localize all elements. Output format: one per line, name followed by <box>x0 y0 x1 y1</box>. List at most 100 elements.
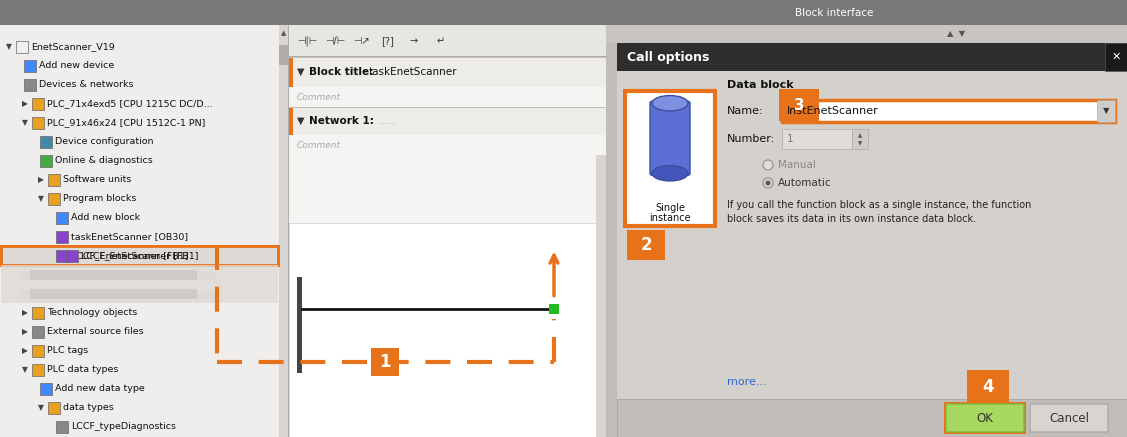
Bar <box>0 0 1127 25</box>
Bar <box>279 25 289 437</box>
Bar <box>289 56 606 57</box>
Text: ▼: ▼ <box>23 118 28 127</box>
Circle shape <box>763 178 773 188</box>
Text: Network 1:: Network 1: <box>309 116 374 126</box>
Bar <box>371 348 399 376</box>
Bar <box>289 87 606 107</box>
Bar <box>289 107 293 135</box>
Text: ▼: ▼ <box>298 67 304 77</box>
Bar <box>616 43 1127 71</box>
Text: ▼: ▼ <box>1102 107 1109 115</box>
Text: Call options: Call options <box>627 51 709 63</box>
Text: If you call the function block as a single instance, the function: If you call the function block as a sing… <box>727 200 1031 210</box>
Bar <box>289 57 293 87</box>
Bar <box>48 193 60 205</box>
Bar <box>32 344 44 357</box>
Bar <box>279 45 289 65</box>
Text: ▶: ▶ <box>23 99 28 108</box>
Text: Program blocks: Program blocks <box>63 194 136 203</box>
Text: taskEnetScanner [OB30]: taskEnetScanner [OB30] <box>71 232 188 241</box>
Text: ▼: ▼ <box>23 365 28 374</box>
Text: InstEnetScanner: InstEnetScanner <box>787 106 879 116</box>
Bar <box>782 100 1115 122</box>
Bar <box>56 420 68 433</box>
Bar <box>16 41 28 52</box>
Text: External source files: External source files <box>47 327 143 336</box>
Circle shape <box>763 160 773 170</box>
Text: PLC data types: PLC data types <box>47 365 118 374</box>
Circle shape <box>765 180 771 185</box>
Bar <box>627 230 665 260</box>
Text: more...: more... <box>727 377 766 387</box>
Text: taskEnetScanner: taskEnetScanner <box>369 67 458 77</box>
Bar <box>625 91 715 226</box>
Bar <box>32 97 44 110</box>
Bar <box>782 129 852 149</box>
Text: Name:: Name: <box>727 106 764 116</box>
FancyBboxPatch shape <box>1030 404 1108 432</box>
Bar <box>289 25 606 57</box>
Ellipse shape <box>653 166 687 181</box>
Text: Devices & networks: Devices & networks <box>39 80 133 89</box>
Bar <box>56 230 68 243</box>
Bar <box>39 155 52 166</box>
Bar <box>0 25 279 437</box>
Bar <box>289 57 606 58</box>
Bar <box>298 277 302 373</box>
Bar <box>20 271 215 280</box>
Bar <box>24 59 36 72</box>
Bar <box>1 246 278 265</box>
Bar <box>66 250 78 261</box>
Bar <box>289 223 596 437</box>
Bar <box>1 246 278 265</box>
Text: Automatic: Automatic <box>778 178 832 188</box>
Text: ↵: ↵ <box>437 36 445 46</box>
Text: ⊣/⊢: ⊣/⊢ <box>325 36 345 46</box>
Text: Single: Single <box>655 203 685 213</box>
Bar <box>32 364 44 375</box>
Text: Manual: Manual <box>778 160 816 170</box>
Text: Add new data type: Add new data type <box>55 384 144 393</box>
Text: ▼: ▼ <box>6 42 12 51</box>
Ellipse shape <box>653 96 687 111</box>
Text: 3: 3 <box>793 97 805 112</box>
Bar <box>289 57 606 87</box>
Text: →: → <box>409 36 417 46</box>
Text: 1: 1 <box>380 353 391 371</box>
Text: ▲: ▲ <box>858 133 862 139</box>
Text: instance: instance <box>649 213 691 223</box>
Bar <box>1097 100 1115 122</box>
Bar <box>289 135 606 155</box>
Text: ⊣|⊢: ⊣|⊢ <box>298 36 317 46</box>
Bar <box>596 25 606 437</box>
Bar <box>549 304 559 314</box>
FancyBboxPatch shape <box>946 404 1024 432</box>
Text: Cancel: Cancel <box>1049 412 1089 424</box>
Bar <box>24 79 36 90</box>
Text: Number:: Number: <box>727 134 775 144</box>
Text: 4: 4 <box>983 378 994 396</box>
Bar <box>967 370 1009 404</box>
Text: Comment: Comment <box>298 93 341 101</box>
Text: Online & diagnostics: Online & diagnostics <box>55 156 153 165</box>
Text: data types: data types <box>63 403 114 412</box>
Text: EnetScanner_V19: EnetScanner_V19 <box>32 42 115 51</box>
Text: ▲: ▲ <box>282 30 286 36</box>
Bar <box>32 326 44 337</box>
Text: LCCF_typeDiagnostics: LCCF_typeDiagnostics <box>71 422 176 431</box>
Text: Add new block: Add new block <box>71 213 140 222</box>
Text: Technology objects: Technology objects <box>47 308 137 317</box>
Bar <box>39 135 52 148</box>
Text: ▼: ▼ <box>858 142 862 146</box>
Text: PLC_91x46x24 [CPU 1512C-1 PN]: PLC_91x46x24 [CPU 1512C-1 PN] <box>47 118 205 127</box>
Text: PLC tags: PLC tags <box>47 346 88 355</box>
Bar <box>852 129 868 149</box>
Bar <box>48 173 60 185</box>
Text: ▶: ▶ <box>23 327 28 336</box>
Bar <box>1104 43 1127 71</box>
Text: Block title:: Block title: <box>309 67 373 77</box>
Text: ▲  ▼: ▲ ▼ <box>947 30 965 38</box>
Bar <box>39 382 52 395</box>
Bar <box>32 306 44 319</box>
Bar <box>20 291 215 298</box>
